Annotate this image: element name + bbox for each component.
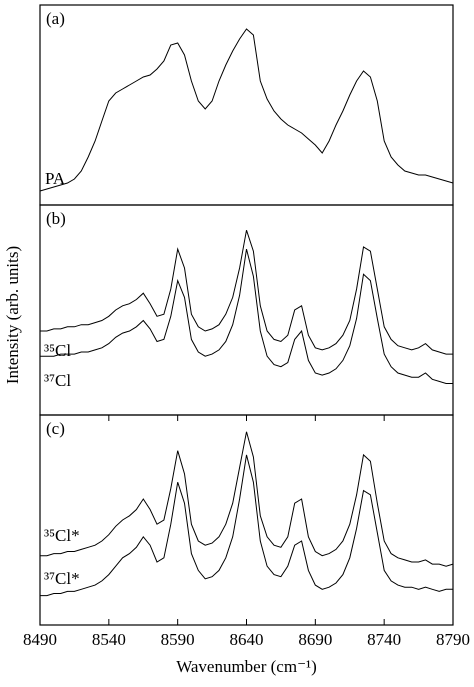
series-label: ³⁷Cl [44,371,71,390]
spectrum-line [40,454,453,597]
spectrum-line [40,431,454,567]
panel-label: (c) [46,419,65,438]
x-tick-label: 8490 [23,630,57,649]
series-label: ³⁵Cl [44,341,71,360]
panel-frame [39,204,454,416]
x-tick-label: 8640 [230,630,264,649]
series-label: ³⁵Cl* [44,526,80,545]
series-label: PA [45,169,66,188]
panel-label: (a) [46,9,65,28]
x-axis-label: Wavenumber (cm⁻¹) [176,657,317,676]
spectrum-line [40,230,453,355]
panel-frame [39,4,454,206]
y-axis-label: Intensity (arb. units) [3,246,22,384]
series-label: ³⁷Cl* [44,569,80,588]
panel-label: (b) [46,209,66,228]
x-tick-label: 8690 [298,630,332,649]
x-tick-label: 8590 [161,630,195,649]
x-tick-label: 8790 [436,630,470,649]
x-tick-label: 8540 [92,630,126,649]
panel-frame [39,414,454,626]
spectrum-line [39,28,454,192]
spectrum-line [40,248,453,384]
x-tick-label: 8740 [367,630,401,649]
